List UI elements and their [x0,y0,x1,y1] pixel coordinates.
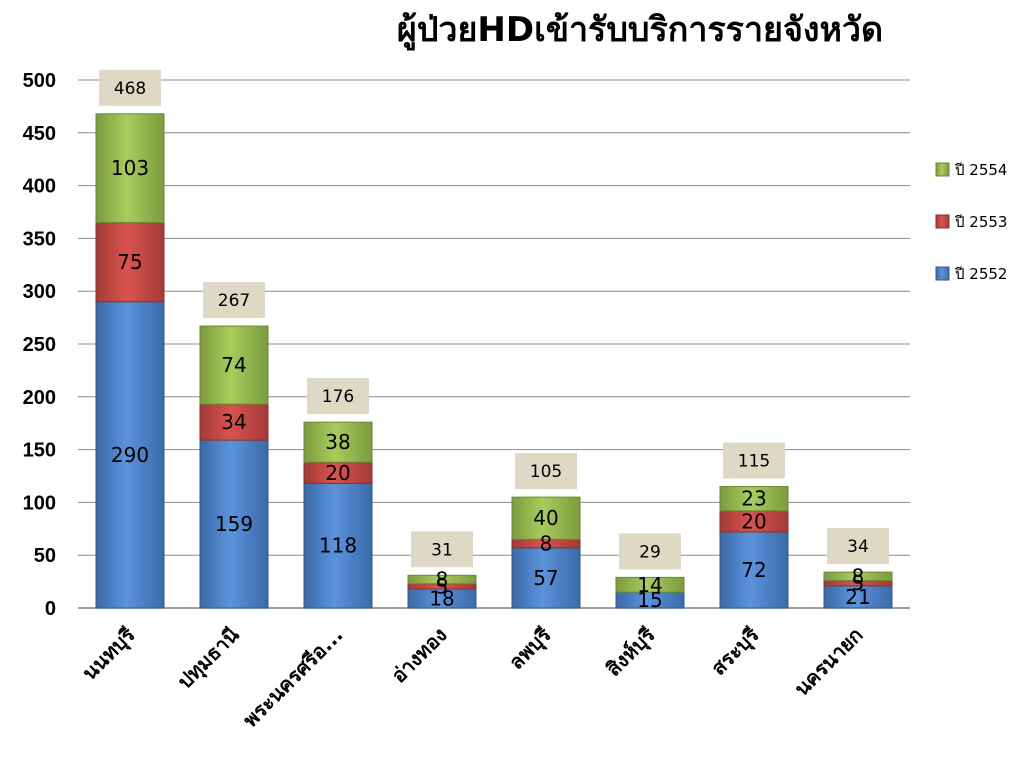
bar-segment [95,222,165,303]
x-tick-label: อ่างทอง [387,623,452,688]
y-tick-label: 200 [23,387,56,409]
y-tick-label: 400 [23,176,56,198]
data-label: 8 [852,564,865,588]
data-label: 34 [221,410,246,434]
y-tick-label: 100 [23,492,56,514]
total-label-box [515,453,577,490]
data-label: 8 [540,532,553,556]
data-label: 18 [429,586,454,610]
y-tick-label: 0 [45,598,56,620]
bar-segment [199,325,269,405]
x-tick-label: ปทุมธานี [173,622,245,694]
y-tick-label: 450 [23,123,56,145]
data-label: 74 [221,353,246,377]
total-label-box [99,69,161,106]
total-label-box [619,533,681,570]
total-label-box [203,282,265,319]
data-label: 118 [319,534,357,558]
bar-segment [95,113,165,224]
total-label: 176 [322,387,354,407]
bar-segment [407,574,477,585]
bar-segment [511,547,581,609]
legend-label: ปี 2552 [954,265,1007,283]
bar-segment [303,421,373,463]
chart-title: ผู้ป่วยHDเข้ารับบริการรายจังหวัด [396,10,884,50]
legend: ปี 2554 ปี 2553 ปี 2552 [935,161,1007,283]
data-label: 8 [436,567,449,591]
data-label: 15 [637,588,662,612]
total-label: 31 [431,540,453,560]
bar-segment [615,576,685,593]
total-label: 468 [114,79,146,99]
data-label: 5 [852,571,865,595]
y-tick-label: 150 [23,440,56,462]
bar-segment [95,301,165,609]
x-tick-label: สิงห์บุรี [601,622,660,681]
x-tick-label: สระบุรี [706,622,764,680]
bar-segment [199,439,269,609]
data-label: 72 [741,558,766,582]
y-tick-label: 350 [23,228,56,250]
data-labels: 2907510346815934742671182038176185831578… [99,69,889,612]
bar-segment [719,486,789,512]
data-label: 290 [111,443,149,467]
data-label: 20 [325,461,350,485]
bar-segment [823,571,893,582]
data-label: 103 [111,156,149,180]
data-label: 57 [533,566,558,590]
bar-segment [303,482,373,609]
y-tick-label: 500 [23,70,56,92]
total-label: 267 [218,291,250,311]
bar-segment [719,531,789,609]
legend-swatch [935,266,950,281]
x-axis: นนทบุรี ปทุมธานีพระนครศรีอ... อ่างทอง ลพบุร… [77,622,867,732]
total-label: 105 [530,462,562,482]
y-tick-label: 300 [23,281,56,303]
bar-segment [511,496,581,540]
total-label-box [411,531,473,568]
data-label: 159 [215,512,253,536]
data-label: 14 [637,573,662,597]
data-label: 20 [741,509,766,533]
total-label-box [827,528,889,565]
x-tick-label: ลพบุรี [504,622,556,674]
x-tick-label: พระนครศรีอ... [238,623,347,732]
y-tick-label: 50 [34,545,56,567]
total-label: 115 [738,452,770,472]
data-label: 75 [117,250,142,274]
legend-swatch [935,162,950,177]
bars [95,113,893,609]
data-label: 5 [436,574,449,598]
data-label: 21 [845,585,870,609]
data-label: 23 [741,487,766,511]
x-tick-label: นนทบุรี [77,622,140,685]
data-label: 40 [533,506,558,530]
legend-swatch [935,214,950,229]
total-label: 29 [639,542,661,562]
total-label: 34 [847,537,869,557]
legend-label: ปี 2553 [954,213,1007,231]
data-label: 38 [325,430,350,454]
x-tick-label: นครนายก [789,623,867,701]
y-tick-label: 250 [23,334,56,356]
total-label-box [723,442,785,479]
bar-segment [199,403,269,441]
y-axis: 0 50 100 150 200 250 300 350 400 450 500 [23,70,56,620]
total-label-box [307,378,369,415]
legend-label: ปี 2554 [954,161,1007,179]
